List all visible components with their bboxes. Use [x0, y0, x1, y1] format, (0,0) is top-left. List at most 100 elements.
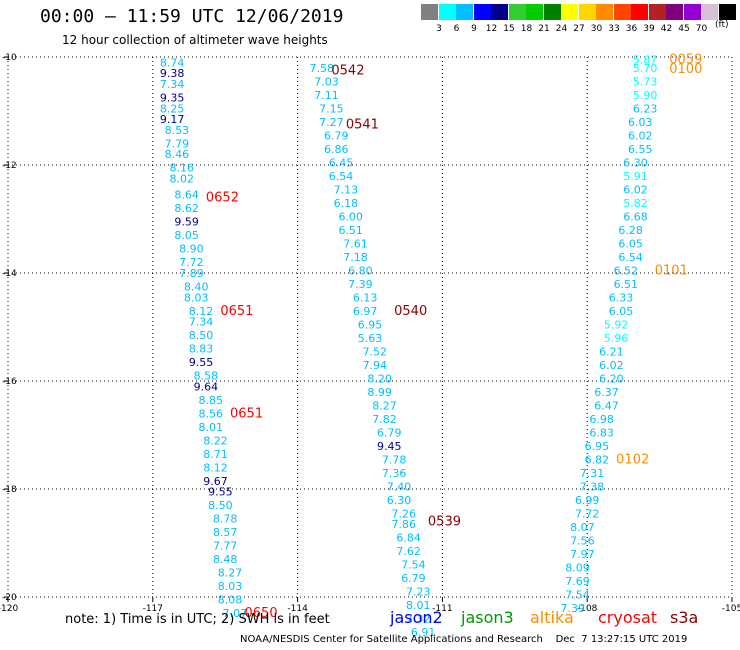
- pass-time-label: 0540: [394, 304, 427, 319]
- wave-height-value: 9.55: [189, 356, 214, 369]
- wave-height-value: 6.28: [618, 224, 643, 237]
- wave-height-value: 8.12: [189, 305, 214, 318]
- wave-height-value: 8.64: [174, 189, 199, 202]
- wave-height-value: 6.21: [599, 345, 624, 358]
- wave-height-value: 8.22: [203, 434, 228, 447]
- wave-height-value: 7.61: [343, 237, 368, 250]
- wave-height-value: 7.72: [575, 507, 600, 520]
- scale-label: 3: [436, 24, 442, 34]
- satellite-jason3: jason3: [461, 608, 514, 627]
- wave-height-value: 7.89: [179, 267, 204, 280]
- wave-height-value: 8.90: [179, 243, 204, 256]
- wave-height-value: 5.82: [623, 197, 648, 210]
- wave-height-value: 8.71: [203, 448, 228, 461]
- wave-height-value: 7.77: [213, 540, 238, 553]
- wave-height-value: 6.20: [599, 372, 624, 385]
- wave-height-value: 8.27: [218, 567, 243, 580]
- wave-height-value: 8.99: [367, 386, 392, 399]
- wave-height-value: 7.94: [363, 359, 388, 372]
- scale-label: 42: [660, 24, 673, 34]
- y-tick-label: -12: [2, 161, 17, 171]
- wave-height-value: 7.54: [565, 588, 590, 601]
- y-tick-label: -16: [2, 377, 17, 387]
- wave-height-value: 6.51: [338, 224, 363, 237]
- wave-height-value: 6.86: [324, 143, 349, 156]
- y-tick-label: -18: [2, 485, 17, 495]
- wave-height-value: 6.79: [377, 426, 402, 439]
- x-tick-label: -111: [432, 604, 452, 614]
- wave-height-value: 8.20: [367, 372, 392, 385]
- pass-time-label: 0541: [346, 118, 379, 133]
- wave-height-value: 6.68: [623, 210, 648, 223]
- wave-height-value: 8.02: [170, 173, 195, 186]
- wave-height-value: 5.91: [623, 170, 648, 183]
- scale-label: 39: [643, 24, 655, 34]
- satellite-jason2: jason2: [390, 608, 443, 627]
- wave-height-value: 7.97: [570, 548, 595, 561]
- wave-height-value: 6.99: [575, 494, 600, 507]
- scale-label: 18: [520, 24, 533, 34]
- chart-title: 00:00 — 11:59 UTC 12/06/2019: [40, 6, 344, 27]
- wave-height-value: 7.03: [314, 75, 339, 88]
- wave-height-value: 6.45: [329, 156, 354, 169]
- wave-height-value: 7.15: [319, 102, 344, 115]
- scale-label: 24: [555, 24, 568, 34]
- wave-height-value: 8.83: [189, 343, 214, 356]
- x-tick-label: -105: [722, 604, 740, 614]
- wave-height-value: 7.39: [348, 278, 373, 291]
- wave-height-value: 8.25: [160, 102, 185, 115]
- wave-height-value: 6.30: [387, 494, 412, 507]
- scale-label: 30: [590, 24, 603, 34]
- scale-swatch: [718, 4, 737, 20]
- wave-height-value: 6.80: [348, 264, 373, 277]
- satellite-cryosat: cryosat: [598, 608, 658, 627]
- wave-height-value: 8.01: [198, 421, 223, 434]
- wave-height-value: 6.55: [628, 143, 653, 156]
- wave-height-value: 9.17: [160, 113, 185, 126]
- scale-label: 21: [538, 24, 550, 34]
- pass-time-label: 0651: [230, 406, 263, 421]
- wave-height-value: 8.09: [565, 561, 590, 574]
- pass-time-label: 0539: [428, 514, 461, 529]
- y-tick-label: -20: [2, 593, 17, 603]
- wave-height-value: 7.27: [319, 116, 344, 129]
- wave-height-value: 7.32: [406, 613, 431, 626]
- wave-height-value: 9.45: [377, 440, 402, 453]
- pass-time-label: 0650: [245, 606, 278, 621]
- wave-height-value: 6.98: [589, 413, 614, 426]
- x-tick-label: -120: [0, 604, 18, 614]
- wave-height-value: 5.70: [633, 62, 658, 75]
- footer-note: note: 1) Time is in UTC; 2) SWH is in fe…: [65, 612, 330, 627]
- wave-height-value: 8.50: [189, 329, 214, 342]
- scale-label: 27: [573, 24, 585, 34]
- wave-height-value: 8.03: [184, 291, 209, 304]
- wave-height-value: 8.27: [372, 399, 397, 412]
- wave-height-value: 5.87: [633, 54, 658, 67]
- pass-time-label: 0542: [331, 64, 364, 79]
- wave-height-value: 6.79: [401, 572, 426, 585]
- wave-height-value: 6.97: [353, 305, 378, 318]
- pass-time-label: 0059: [669, 53, 702, 68]
- wave-height-value: 6.79: [324, 129, 349, 142]
- wave-height-value: 7.82: [372, 413, 397, 426]
- wave-height-value: 8.57: [213, 526, 238, 539]
- satellite-s3a: s3a: [670, 608, 699, 627]
- pass-time-label: 0652: [206, 190, 239, 205]
- scale-label: 45: [678, 24, 690, 34]
- wave-height-value: 8.56: [198, 407, 223, 420]
- chart-subtitle: 12 hour collection of altimeter wave hei…: [62, 33, 328, 47]
- y-tick-label: -10: [2, 53, 17, 63]
- wave-height-value: 7.34: [189, 316, 214, 329]
- wave-height-value: 6.13: [353, 291, 378, 304]
- wave-height-value: 7.58: [309, 62, 334, 75]
- wave-height-value: 6.91: [411, 626, 436, 639]
- wave-height-value: 6.05: [618, 237, 643, 250]
- wave-height-value: 7.13: [334, 183, 359, 196]
- scale-label: 12: [485, 24, 498, 34]
- wave-height-value: 7.56: [570, 534, 595, 547]
- wave-height-value: 5.92: [604, 318, 629, 331]
- wave-height-value: 7.78: [382, 453, 407, 466]
- wave-height-value: 6.54: [618, 251, 643, 264]
- wave-height-value: 6.05: [609, 305, 634, 318]
